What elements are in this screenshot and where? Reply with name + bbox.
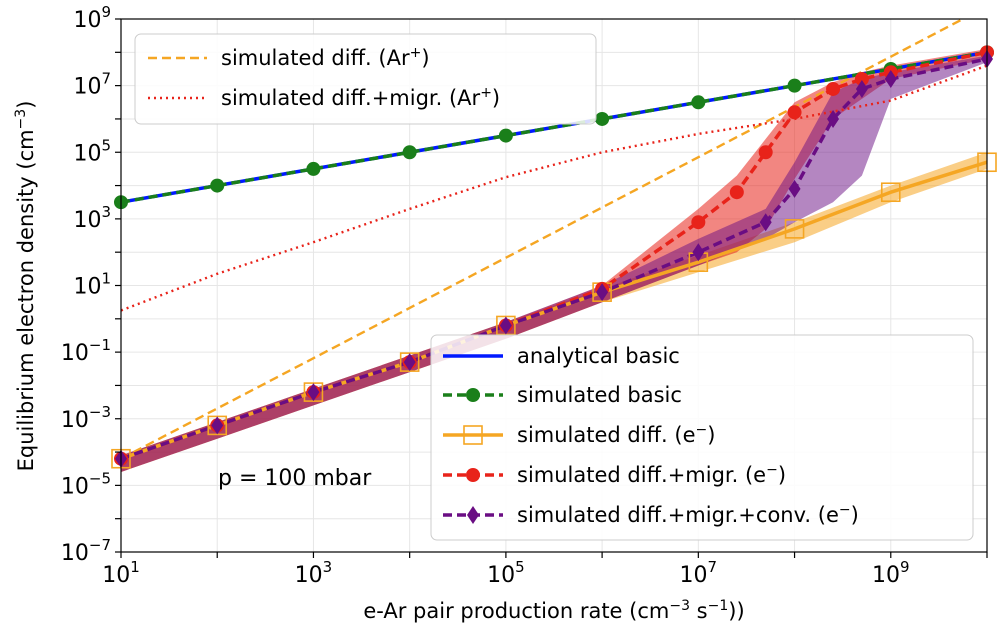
y-tick-label: 10−3 xyxy=(61,403,111,433)
marker-e-diff-migr xyxy=(787,105,802,120)
marker-e-diff-migr-conv xyxy=(211,416,224,435)
line-ar-diff xyxy=(120,17,964,460)
marker-simulated-basic xyxy=(402,145,417,160)
legend-bottom: analytical basic simulated basic simulat… xyxy=(430,334,974,541)
legend-marker-e-diff xyxy=(463,425,483,445)
marker-e-diff-migr-conv xyxy=(596,283,609,302)
legend-label-e-diff-migr: simulated diff.+migr. (e−) xyxy=(517,462,786,487)
marker-e-diff-migr-conv xyxy=(855,79,868,98)
y-tick-label: 103 xyxy=(73,203,111,233)
y-tick-label: 10−1 xyxy=(61,336,111,366)
marker-e-diff-migr-conv xyxy=(759,213,772,232)
y-tick-label: 107 xyxy=(73,70,111,100)
pressure-annotation: p = 100 mbar xyxy=(218,466,372,491)
legend-label-ar-diff-migr: simulated diff.+migr. (Ar+) xyxy=(221,85,500,110)
line-e-diff xyxy=(120,160,988,461)
marker-e-diff-migr-conv xyxy=(788,179,801,198)
marker-e-diff-migr xyxy=(691,215,706,230)
marker-e-diff-migr-conv xyxy=(692,243,705,262)
marker-e-diff-migr xyxy=(729,185,744,200)
marker-e-diff-migr-conv xyxy=(403,353,416,372)
marker-simulated-basic xyxy=(498,128,513,143)
legend-label-ar-diff: simulated diff. (Ar+) xyxy=(221,45,430,70)
legend-label-simulated-basic: simulated basic xyxy=(517,383,682,407)
marker-e-diff-migr xyxy=(758,145,773,160)
legend-marker-e-diff-migr-conv xyxy=(467,506,479,524)
marker-simulated-basic xyxy=(691,95,706,110)
marker-simulated-basic xyxy=(787,78,802,93)
legend-marker-e-diff-migr xyxy=(466,468,480,482)
y-tick-label: 109 xyxy=(73,3,111,33)
y-tick-label: 101 xyxy=(73,270,111,300)
marker-simulated-basic xyxy=(306,161,321,176)
legend-label-analytical-basic: analytical basic xyxy=(517,344,680,368)
x-tick-label: 103 xyxy=(295,558,333,588)
axis-ticks: 101 103 105 107 109 109 107 105 103 101 10−1 10−3 10… xyxy=(61,3,988,588)
x-tick-label: 107 xyxy=(680,558,718,588)
legend-label-e-diff-migr-conv: simulated diff.+migr.+conv. (e−) xyxy=(517,502,859,527)
y-tick-label: 105 xyxy=(73,136,111,166)
marker-simulated-basic xyxy=(210,178,225,193)
x-tick-label: 109 xyxy=(872,558,910,588)
line-simulated-basic xyxy=(120,50,988,204)
marker-e-diff-migr-conv xyxy=(827,109,840,128)
marker-e-diff-migr-conv xyxy=(884,69,897,88)
y-axis-label: Equilibrium electron density (cm−3) xyxy=(13,101,38,472)
legend-label-e-diff: simulated diff. (e−) xyxy=(517,422,715,447)
marker-e-diff xyxy=(784,219,805,239)
x-tick-label: 101 xyxy=(102,558,140,588)
line-ar-diff-migr xyxy=(120,64,988,312)
marker-e-diff-migr xyxy=(854,71,869,86)
marker-e-diff-migr xyxy=(826,81,841,96)
legend-top: simulated diff. (Ar+) simulated diff.+mi… xyxy=(134,33,597,125)
x-tick-label: 105 xyxy=(487,558,525,588)
x-axis-label: e-Ar pair production rate (cm−3 s−1)) xyxy=(363,598,744,623)
marker-e-diff xyxy=(880,182,901,203)
series-markers xyxy=(111,45,997,469)
marker-e-diff-migr-conv xyxy=(499,316,512,335)
y-tick-label: 10−7 xyxy=(61,536,111,566)
y-tick-label: 10−5 xyxy=(61,469,111,499)
legend-marker-simulated-basic xyxy=(466,388,480,402)
marker-e-diff-migr-conv xyxy=(307,383,320,402)
marker-simulated-basic xyxy=(595,111,610,126)
